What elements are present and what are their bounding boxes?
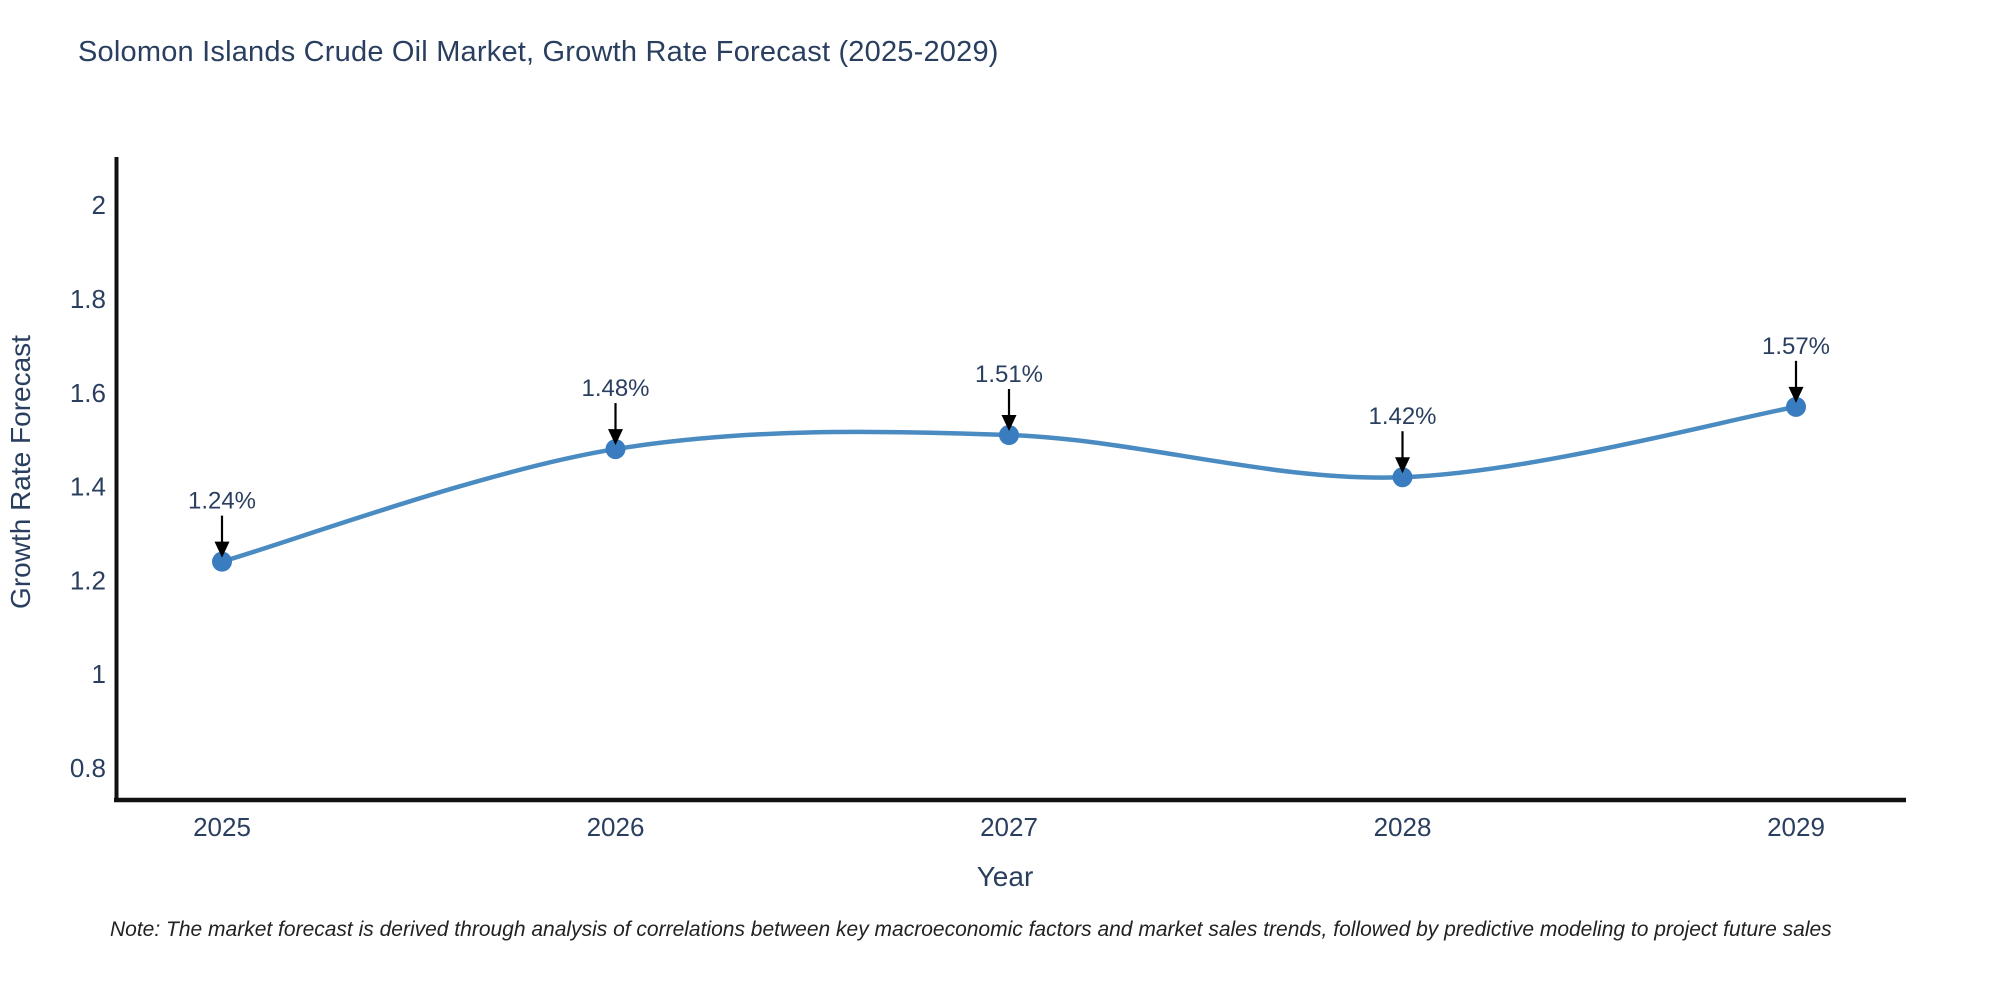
x-tick-label: 2026 bbox=[587, 812, 645, 842]
x-tick-label: 2028 bbox=[1374, 812, 1432, 842]
y-tick-label: 1.2 bbox=[70, 565, 106, 595]
y-axis-title: Growth Rate Forecast bbox=[5, 335, 36, 609]
annotation-label: 1.51% bbox=[975, 361, 1043, 388]
x-axis-title: Year bbox=[977, 861, 1034, 892]
x-tick-label: 2027 bbox=[980, 812, 1038, 842]
x-tick-label: 2029 bbox=[1767, 812, 1825, 842]
y-tick-label: 1 bbox=[92, 659, 106, 689]
footnote: Note: The market forecast is derived thr… bbox=[110, 918, 1832, 941]
data-point-marker bbox=[999, 425, 1019, 446]
y-tick-label: 1.8 bbox=[70, 284, 106, 314]
data-point-marker bbox=[212, 551, 232, 572]
y-tick-label: 2 bbox=[92, 190, 106, 220]
data-point-marker bbox=[1786, 396, 1806, 417]
annotation-arrow-head bbox=[1788, 386, 1804, 403]
annotation-label: 1.42% bbox=[1368, 403, 1436, 430]
annotation-arrow-head bbox=[608, 429, 623, 446]
annotation-arrow-head bbox=[1395, 457, 1410, 474]
y-tick-label: 0.8 bbox=[70, 753, 106, 783]
annotation-label: 1.48% bbox=[581, 375, 649, 402]
x-tick-label: 2025 bbox=[193, 812, 251, 842]
data-point-marker bbox=[605, 439, 626, 460]
y-tick-label: 1.4 bbox=[70, 472, 106, 502]
y-tick-label: 1.6 bbox=[70, 378, 106, 408]
annotation-arrow-head bbox=[214, 541, 230, 558]
chart-title: Solomon Islands Crude Oil Market, Growth… bbox=[78, 36, 999, 68]
data-point-marker bbox=[1392, 467, 1413, 488]
annotation-label: 1.24% bbox=[188, 488, 256, 515]
annotation-label: 1.57% bbox=[1762, 333, 1830, 360]
annotation-arrow-head bbox=[1001, 415, 1017, 432]
